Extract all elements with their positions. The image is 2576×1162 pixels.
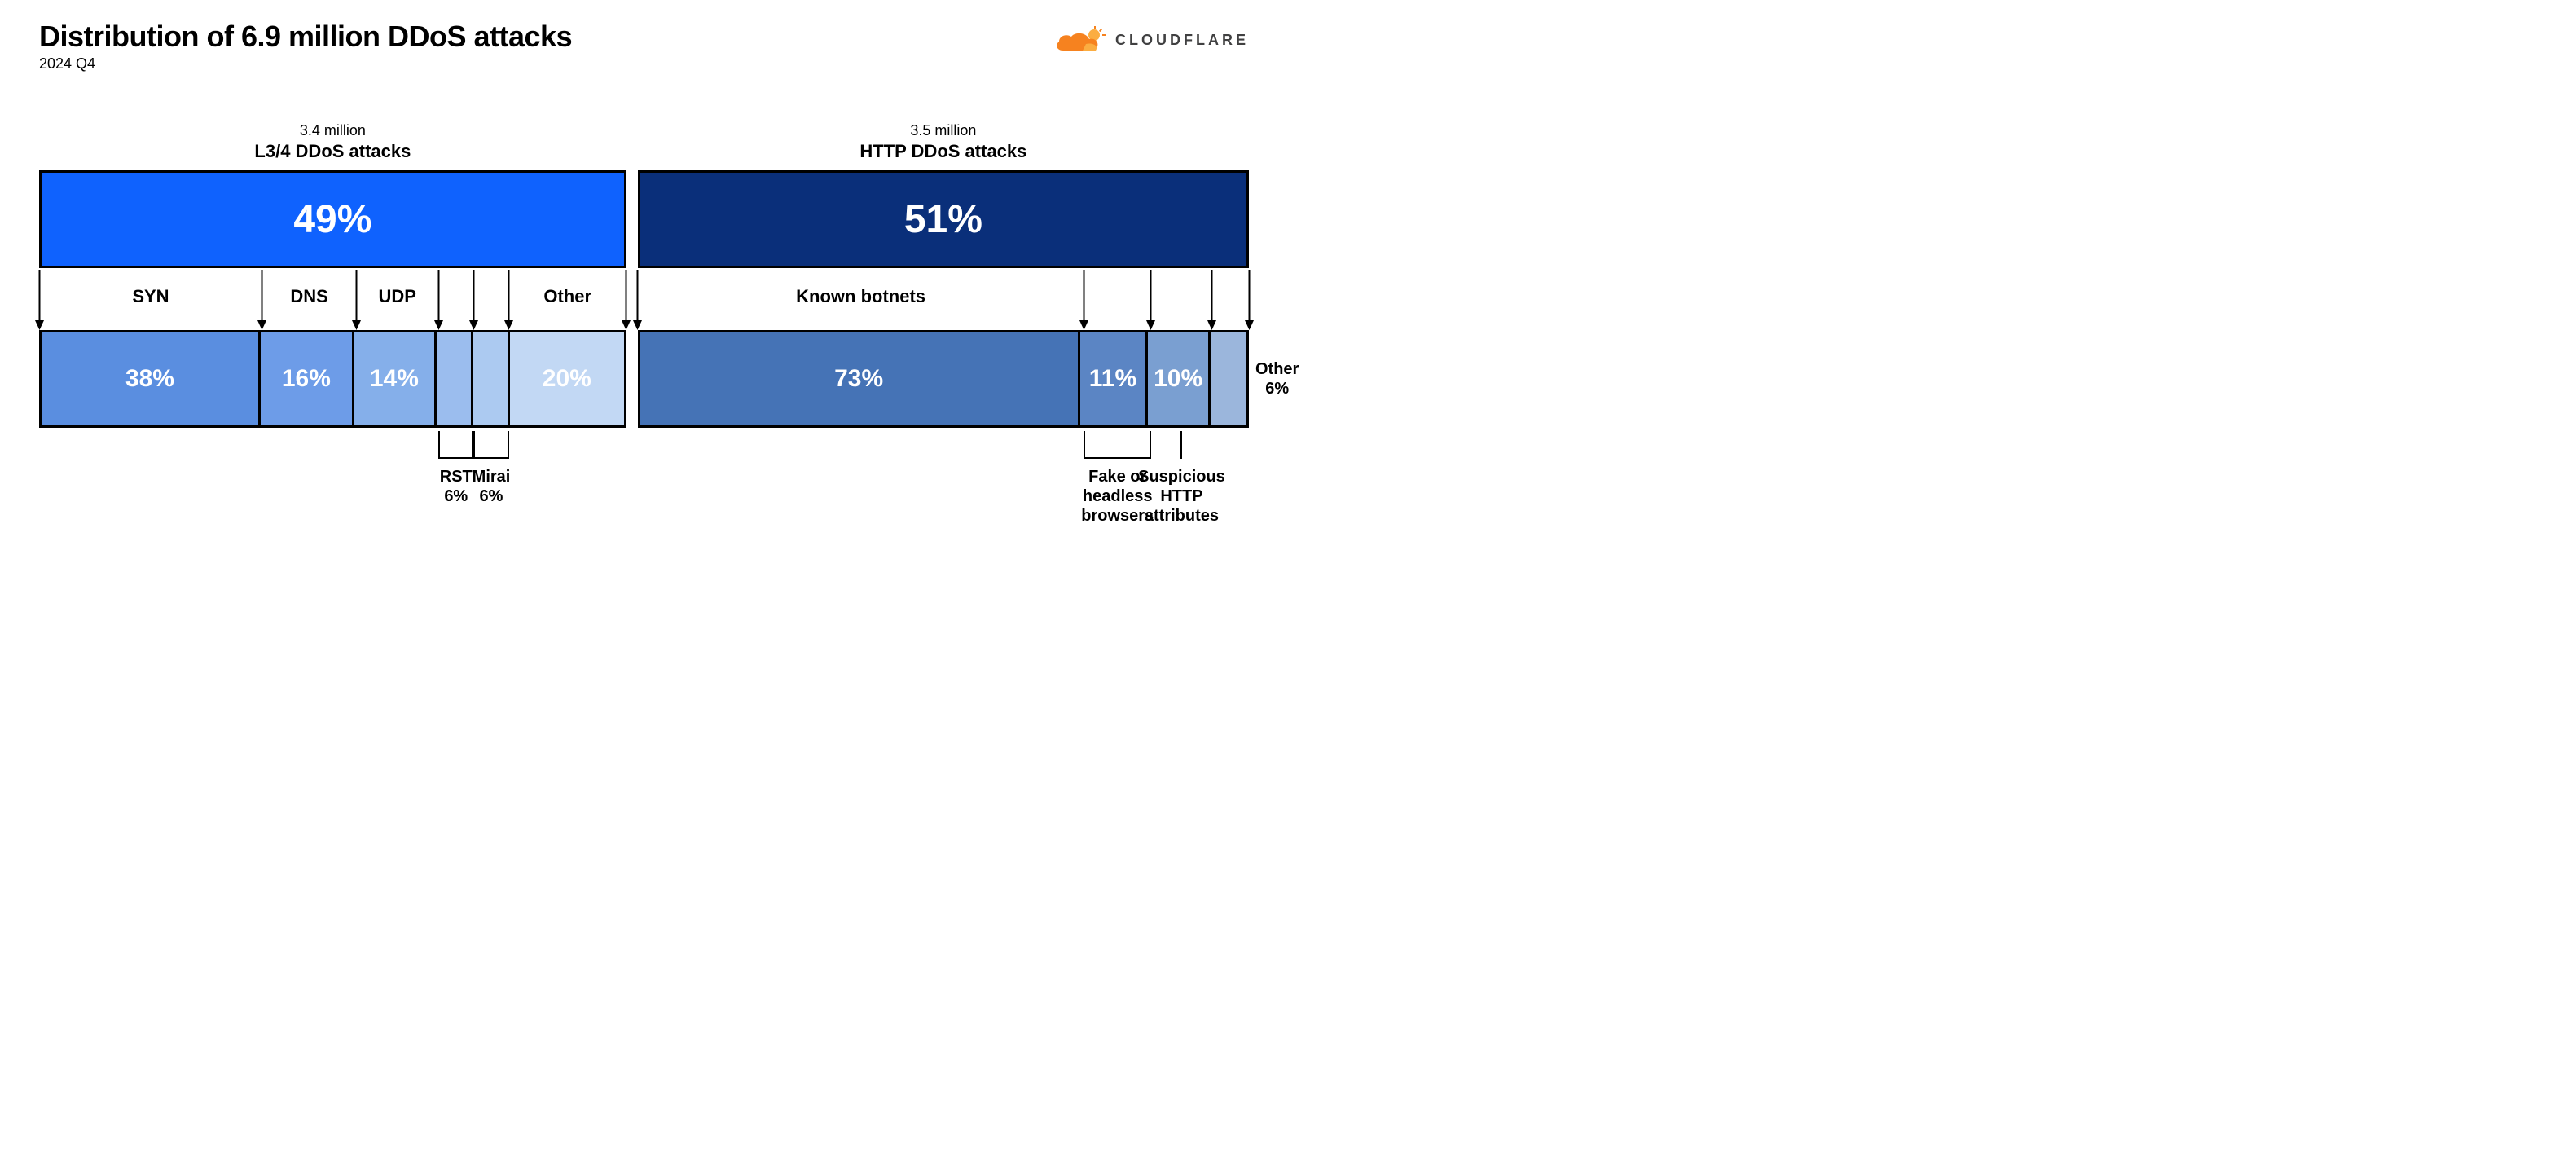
group-count: 3.5 million <box>638 122 1249 139</box>
segment <box>437 332 473 425</box>
callout-stem <box>1180 431 1182 459</box>
segment-labels-row: SYN DNS UDP Other <box>39 270 626 330</box>
callout-bracket <box>1084 431 1151 459</box>
cloudflare-wordmark: CLOUDFLARE <box>1115 32 1249 49</box>
divider-arrow-icon <box>1249 270 1250 330</box>
chart-group: 3.5 million HTTP DDoS attacks 51% Known bot… <box>638 122 1249 517</box>
group-header: 3.4 million L3/4 DDoS attacks <box>39 122 626 162</box>
divider-arrow-icon <box>508 270 509 330</box>
callout-bracket <box>473 431 508 459</box>
chart-group: 3.4 million L3/4 DDoS attacks 49% SYN DNS UDP… <box>39 122 626 517</box>
segment-side-label: Other6% <box>1255 359 1299 398</box>
group-top-bar: 51% <box>638 170 1249 268</box>
cloudflare-logo: CLOUDFLARE <box>1053 26 1249 54</box>
segment: 38% <box>42 332 261 425</box>
segment: 20% <box>510 332 624 425</box>
divider-arrow-icon <box>637 270 638 330</box>
group-top-bar: 49% <box>39 170 626 268</box>
segment-top-label: Other <box>543 286 591 307</box>
divider-arrow-icon <box>39 270 40 330</box>
segment: 73% <box>640 332 1080 425</box>
divider-arrow-icon <box>356 270 357 330</box>
segment <box>1211 332 1246 425</box>
cloudflare-cloud-icon <box>1053 26 1109 54</box>
callouts-row: RST6%Mirai6% <box>39 428 626 517</box>
callout-label: RST6% <box>440 467 473 506</box>
group-name: L3/4 DDoS attacks <box>39 141 626 162</box>
segment: 10% <box>1148 332 1211 425</box>
group-header: 3.5 million HTTP DDoS attacks <box>638 122 1249 162</box>
segment-top-label: Known botnets <box>796 286 925 307</box>
segment <box>473 332 510 425</box>
group-name: HTTP DDoS attacks <box>638 141 1249 162</box>
chart-subtitle: 2024 Q4 <box>39 55 572 73</box>
segment: 16% <box>261 332 354 425</box>
callout-label: Suspicious HTTPattributes <box>1138 467 1225 526</box>
segment-labels-row: Known botnets <box>638 270 1249 330</box>
group-count: 3.4 million <box>39 122 626 139</box>
segment-top-label: UDP <box>378 286 415 307</box>
title-block: Distribution of 6.9 million DDoS attacks… <box>39 20 572 73</box>
divider-arrow-icon <box>473 270 474 330</box>
divider-arrow-icon <box>1211 270 1212 330</box>
chart-header: Distribution of 6.9 million DDoS attacks… <box>39 20 1249 73</box>
segment-top-label: DNS <box>290 286 327 307</box>
segment-top-label: SYN <box>132 286 169 307</box>
segment-bar: 38%16%14% 20% <box>39 330 626 428</box>
divider-arrow-icon <box>1150 270 1151 330</box>
chart-title: Distribution of 6.9 million DDoS attacks <box>39 20 572 54</box>
segment-bar: 73%11%10% <box>638 330 1249 428</box>
callouts-row: Fake or headlessbrowsersSuspicious HTTPa… <box>638 428 1249 517</box>
segment: 11% <box>1080 332 1149 425</box>
callout-label: Mirai6% <box>473 467 511 506</box>
callout-bracket <box>438 431 473 459</box>
chart-body: 3.4 million L3/4 DDoS attacks 49% SYN DNS UDP… <box>39 122 1249 517</box>
divider-arrow-icon <box>438 270 439 330</box>
segment: 14% <box>354 332 437 425</box>
